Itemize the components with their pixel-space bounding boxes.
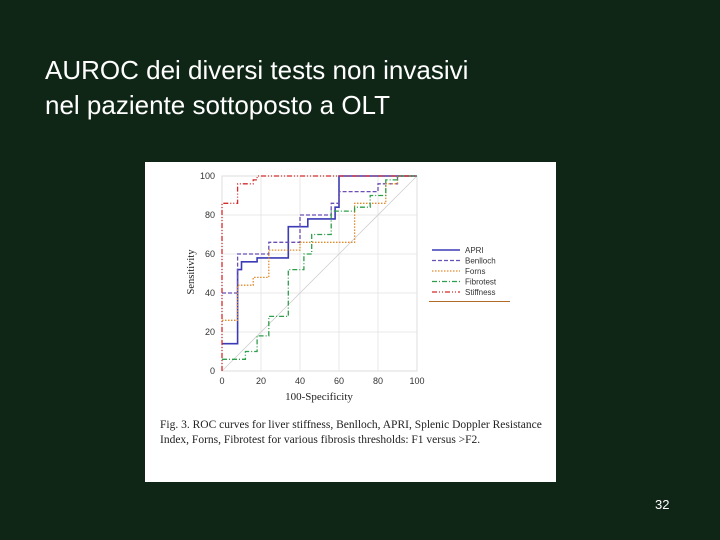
series-line-benlloch [222,175,417,294]
legend-label-forns: Forns [465,267,485,276]
x-tick-label: 80 [373,376,383,386]
legend-label-benlloch: Benlloch [465,257,496,266]
y-tick-label: 80 [205,210,215,220]
series-line-stiffness [221,175,417,371]
y-axis-label: Sensitivity [186,249,197,295]
legend-label-apri: APRI [465,246,484,255]
page-number: 32 [655,497,670,512]
series-line-fibrotest [222,175,417,360]
figure-image: Sensitivity 100-Specificity 0 20 40 60 80 100… [145,162,556,482]
series-line-forns [222,175,417,321]
figure-caption: Fig. 3. ROC curves for liver stiffness, … [160,418,550,448]
y-tick-label: 100 [200,171,215,181]
y-tick-label: 40 [205,288,215,298]
y-tick-label: 60 [205,249,215,259]
x-tick-label: 20 [256,376,266,386]
roc-chart: Sensitivity 100-Specificity 0 20 40 60 80 100… [186,171,510,403]
x-tick-label: 100 [409,376,424,386]
slide-title: AUROC dei diversi tests non invasivi nel… [45,53,685,123]
x-tick-label: 40 [295,376,305,386]
legend-label-fibrotest: Fibrotest [465,278,497,287]
legend-label-stiffness: Stiffness [465,288,496,297]
reference-diagonal [221,175,418,372]
x-tick-label: 60 [334,376,344,386]
caption-text: ROC curves for liver stiffness, Benlloch… [160,419,542,446]
caption-label: Fig. 3. [160,419,190,431]
y-tick-label: 0 [210,366,215,376]
x-tick-label: 0 [219,376,224,386]
y-tick-label: 20 [205,327,215,337]
slide-title-line-1: AUROC dei diversi tests non invasivi [45,55,469,85]
x-axis-label: 100-Specificity [285,391,353,403]
slide-title-line-2: nel paziente sottoposto a OLT [45,90,390,120]
